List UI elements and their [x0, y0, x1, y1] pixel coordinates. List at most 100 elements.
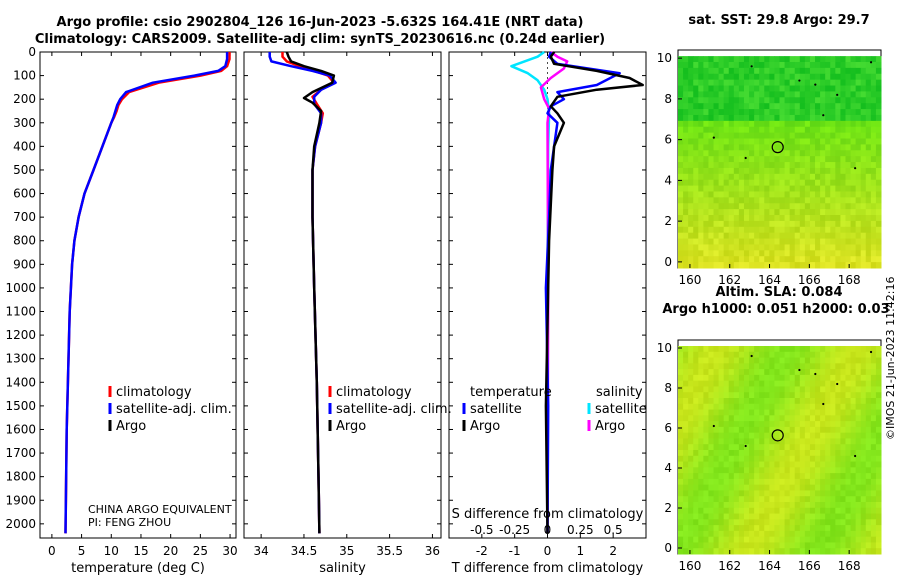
map-cell — [769, 490, 775, 497]
map-cell — [830, 185, 836, 192]
map-cell — [698, 346, 704, 353]
map-cell — [713, 220, 720, 228]
map-cell — [678, 132, 684, 140]
map-cell — [850, 496, 857, 503]
map-cell — [835, 114, 841, 122]
map-cell — [754, 114, 760, 122]
map-cell — [693, 126, 699, 134]
map-cell — [840, 126, 846, 134]
map-cell — [774, 484, 780, 491]
map-cell — [804, 502, 811, 509]
map-cell — [688, 144, 694, 151]
map-cell — [683, 114, 689, 122]
xtick-label: 25 — [193, 544, 208, 558]
map-cell — [769, 120, 775, 128]
depth-tick-label: 200 — [13, 92, 36, 106]
map-cell — [723, 144, 730, 151]
map-cell — [728, 226, 735, 234]
map-cell — [688, 138, 694, 145]
map-cell — [804, 191, 811, 198]
map-cell — [708, 132, 715, 140]
map-cell — [728, 496, 735, 503]
map-cell — [820, 126, 826, 134]
map-cell — [855, 256, 862, 263]
map-cell — [815, 62, 821, 69]
map-cell — [749, 421, 755, 428]
map-cell — [835, 496, 841, 503]
map-cell — [769, 191, 775, 198]
map-cell — [779, 167, 786, 175]
map-cell — [815, 513, 821, 520]
map-cell — [855, 150, 862, 157]
map-cell — [835, 79, 841, 87]
map-cell — [774, 403, 780, 411]
map-cell — [789, 363, 796, 370]
map-cell — [875, 132, 882, 140]
map-cell — [870, 346, 877, 353]
map-cell — [703, 444, 709, 451]
map-cell — [774, 232, 780, 240]
map-cell — [728, 156, 735, 163]
map-cell — [860, 502, 867, 509]
map-cell — [830, 126, 836, 134]
map-cell — [759, 386, 765, 393]
map-cell — [718, 415, 725, 422]
map-cell — [678, 536, 684, 543]
map-cell — [865, 203, 872, 210]
map-cell — [794, 91, 801, 98]
map-cell — [749, 85, 755, 92]
map-cell — [794, 478, 801, 486]
map-cell — [804, 369, 811, 376]
map-cell — [865, 62, 872, 69]
map-xtick-label: 162 — [718, 559, 741, 573]
map-cell — [764, 450, 770, 457]
map-cell — [855, 403, 862, 411]
map-cell — [743, 91, 750, 98]
map-cell — [733, 461, 740, 468]
map-cell — [875, 467, 882, 474]
map-cell — [830, 444, 836, 451]
map-cell — [678, 162, 684, 169]
map-cell — [789, 138, 796, 145]
salinity-diff-argo-line — [539, 50, 569, 534]
map-cell — [769, 444, 775, 451]
map-cell — [779, 262, 786, 269]
map-cell — [860, 256, 867, 263]
map-cell — [789, 490, 796, 497]
map-cell — [738, 191, 745, 198]
map-cell — [703, 203, 709, 210]
map-cell — [759, 103, 765, 110]
island-dot — [814, 372, 817, 376]
map-cell — [840, 507, 846, 515]
map-cell — [820, 403, 826, 411]
map-cell — [779, 138, 786, 145]
depth-tick-label: 400 — [13, 139, 36, 153]
map-cell — [845, 542, 852, 549]
map-cell — [693, 232, 699, 240]
map-cell — [703, 73, 709, 81]
map-cell — [779, 232, 786, 240]
map-cell — [815, 209, 821, 216]
map-cell — [789, 150, 796, 157]
panel-temperature-frame — [39, 51, 237, 539]
map-cell — [835, 262, 841, 269]
map-cell — [754, 250, 760, 257]
map-cell — [789, 209, 796, 216]
map-cell — [784, 62, 791, 69]
map-cell — [688, 109, 694, 116]
map-cell — [764, 79, 770, 87]
map-cell — [789, 409, 796, 416]
map-cell — [678, 513, 684, 520]
map-cell — [718, 374, 725, 382]
map-cell — [875, 85, 882, 92]
map-cell — [840, 197, 846, 204]
map-cell — [733, 62, 740, 69]
map-cell — [728, 386, 735, 393]
map-cell — [698, 473, 704, 480]
map-cell — [728, 542, 735, 549]
map-cell — [733, 138, 740, 145]
map-cell — [799, 542, 806, 549]
map-cell — [855, 374, 862, 382]
map-cell — [865, 162, 872, 169]
map-cell — [825, 525, 831, 532]
